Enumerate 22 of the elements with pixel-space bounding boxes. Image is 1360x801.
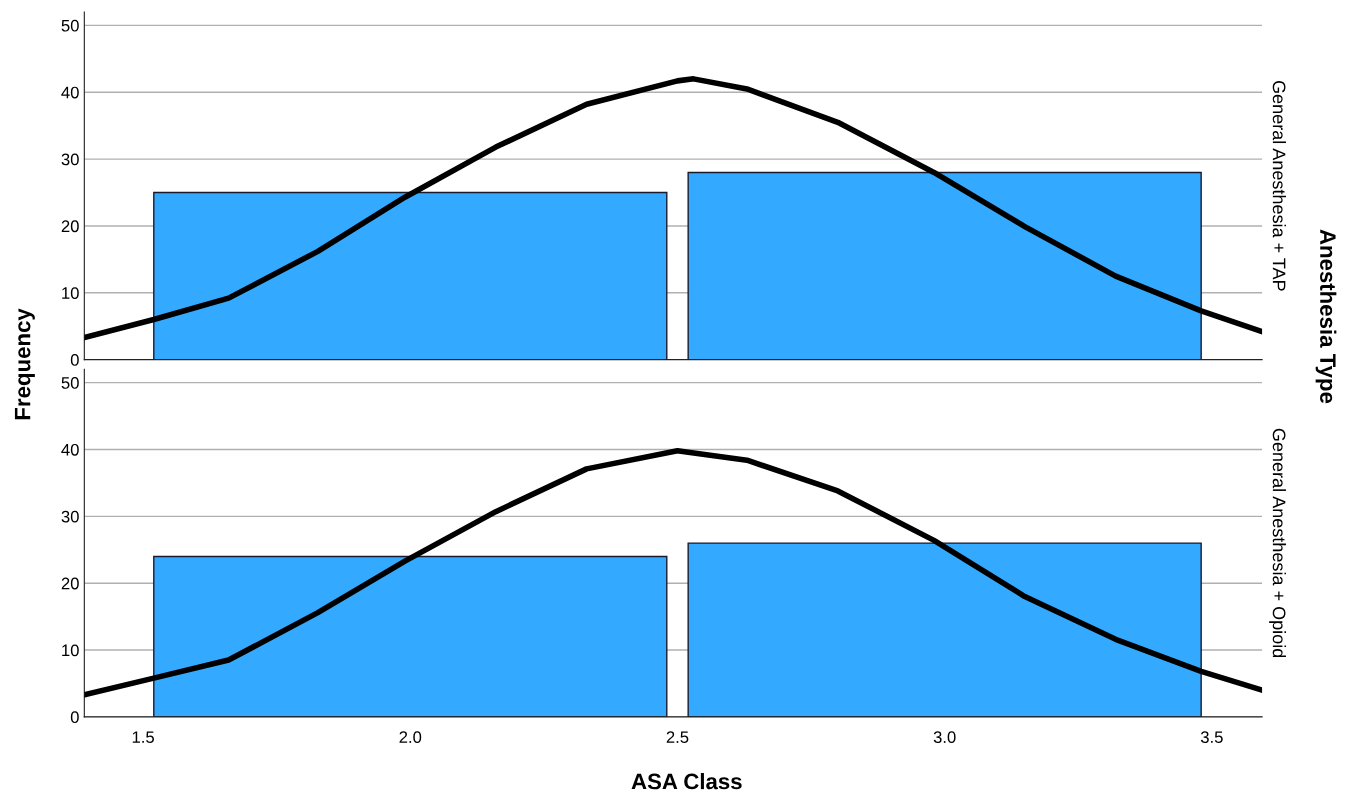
x-tick-label: 2.0 (399, 731, 422, 744)
y-tick-label: 30 (61, 510, 79, 523)
y-tick-label: 0 (70, 711, 79, 724)
y-tick-label: 30 (61, 153, 79, 166)
x-tick-label: 3.5 (1200, 731, 1223, 744)
text: Anesthesia Type (1315, 229, 1337, 404)
x-tick-label: 2.5 (666, 731, 689, 744)
y-tick-label: 0 (70, 354, 79, 366)
x-tick-label: 3.0 (933, 731, 956, 744)
y-tick-label: 40 (61, 443, 79, 456)
x-tick-label: 1.5 (132, 731, 154, 744)
y-axis-title: Frequency (14, 308, 35, 420)
y-tick-label: 20 (61, 220, 79, 233)
x-axis-title: ASA Class (631, 773, 742, 790)
y-tick-label: 50 (61, 19, 79, 32)
y-tick-label: 10 (62, 287, 79, 299)
text: General Anesthesia + TAP (1272, 80, 1286, 291)
y-tick-label: 10 (62, 644, 79, 657)
y-tick-label: 20 (61, 577, 79, 590)
text: General Anesthesia + Opioid (1269, 428, 1286, 658)
y-tick-label: 50 (61, 377, 79, 389)
y-tick-label: 40 (61, 86, 79, 99)
